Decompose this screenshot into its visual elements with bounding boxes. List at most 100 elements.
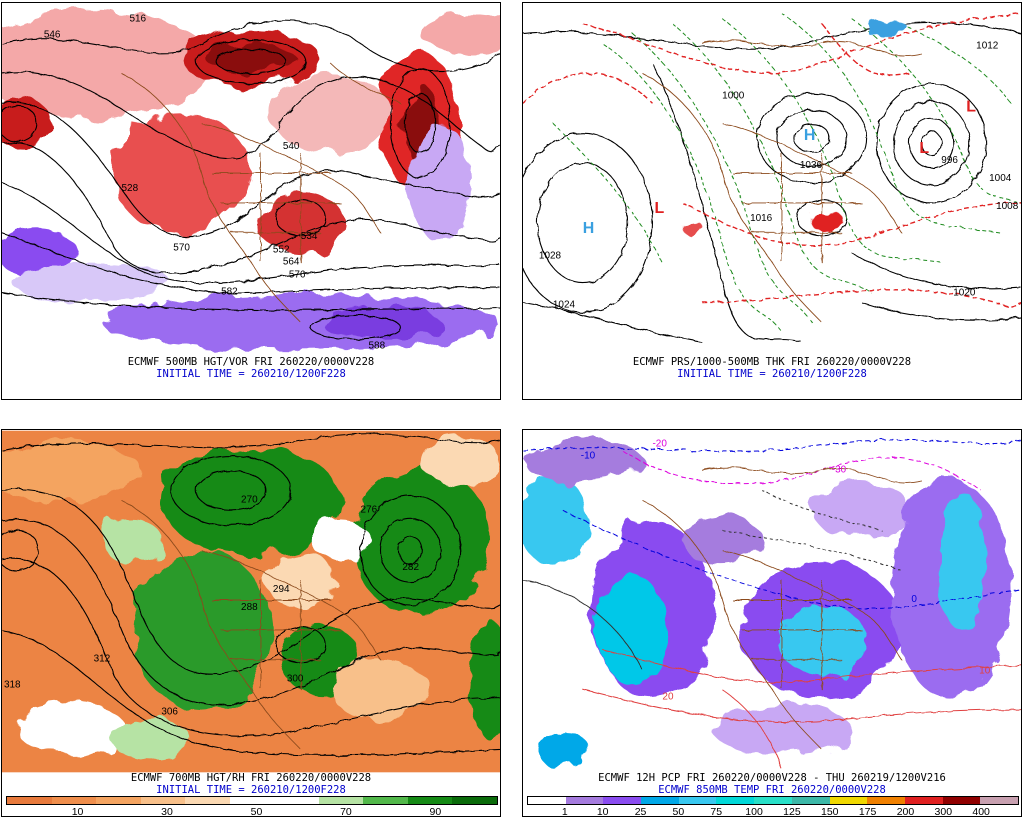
legend-swatch — [51, 797, 97, 804]
contour-label: -20 — [652, 439, 667, 450]
legend-tick-label: 75 — [710, 806, 723, 817]
contour-label: 318 — [4, 680, 21, 691]
storm-shading — [682, 20, 909, 236]
contour-label: 588 — [369, 340, 386, 351]
legend-swatch — [603, 797, 642, 804]
contour-label: 516 — [129, 14, 146, 25]
map-precip-850temp: -10 -20 10 0 -30 20 — [523, 430, 1021, 773]
height-contours — [2, 433, 500, 756]
legend-tick-label: 90 — [429, 806, 442, 817]
legend-swatch — [829, 797, 868, 804]
legend-swatch — [528, 797, 566, 804]
legend-tick-label: 50 — [672, 806, 685, 817]
contour-label: 576 — [289, 270, 306, 281]
low-pressure-center: L — [919, 140, 929, 157]
contour-label: 300 — [287, 674, 304, 685]
legend-swatch — [867, 797, 905, 804]
legend-swatch — [185, 797, 230, 804]
legend-tick-label: 30 — [161, 806, 173, 817]
panel-title: ECMWF 700MB HGT/RH FRI 260220/0000V228 — [130, 772, 372, 784]
legend-tick-label: 70 — [340, 806, 352, 817]
contour-label: 306 — [161, 707, 178, 718]
geography-lines — [642, 467, 922, 750]
legend-tick-label: 300 — [934, 806, 953, 817]
contour-label: 1012 — [976, 41, 999, 52]
contour-label: 1036 — [800, 160, 823, 171]
panel-initial-time: INITIAL TIME = 260210/1200F228 — [156, 368, 346, 380]
pressure-center-group: H H L L L — [583, 98, 976, 237]
legend-tick-label: 150 — [821, 806, 839, 817]
legend-swatch — [641, 797, 679, 804]
panel-pressure-thickness: H H L L L 1012 1028 1020 1036 1004 1016 … — [522, 2, 1022, 400]
contour-label: 1000 — [722, 90, 745, 101]
contour-label: 582 — [221, 287, 238, 298]
panel-precip-850temp: -10 -20 10 0 -30 20 ECMWF 12H PCP FRI 26… — [522, 429, 1022, 817]
contour-label: 1016 — [750, 213, 773, 224]
contour-label: 570 — [173, 243, 190, 254]
legend-tick-label: 400 — [972, 806, 990, 817]
humidity-legend-ticks: 10 30 50 70 90 — [6, 805, 498, 817]
geography-lines — [642, 40, 922, 323]
precip-colorbar — [527, 796, 1019, 805]
isobars — [523, 22, 1021, 343]
map-500mb-vorticity: 546 516 540 528 570 582 576 564 588 534 … — [2, 3, 500, 357]
low-pressure-center: L — [654, 200, 664, 217]
contour-label: 282 — [402, 562, 419, 573]
legend-swatch — [904, 797, 943, 804]
height-contours — [2, 20, 500, 340]
humidity-colorbar — [6, 796, 498, 805]
contour-label: 276 — [361, 504, 378, 515]
humidity-legend: 10 30 50 70 90 — [6, 796, 498, 817]
high-pressure-center: H — [583, 220, 595, 237]
panel-subtitle: ECMWF 850MB TEMP FRI 260220/0000V228 — [658, 784, 886, 796]
low-pressure-center: L — [966, 98, 976, 115]
legend-swatch — [565, 797, 604, 804]
legend-swatch — [363, 797, 408, 804]
thickness-cold-lines — [552, 13, 1021, 333]
legend-swatch — [980, 797, 1018, 804]
legend-tick-label: 100 — [745, 806, 763, 817]
contour-label: 534 — [301, 231, 318, 242]
contour-label: 546 — [44, 30, 61, 41]
legend-swatch — [791, 797, 830, 804]
contour-label: 1004 — [989, 173, 1012, 184]
contour-label: 294 — [273, 584, 290, 595]
legend-swatch — [318, 797, 364, 804]
legend-tick-label: 50 — [250, 806, 263, 817]
legend-tick-label: 25 — [634, 806, 647, 817]
contour-label: 540 — [283, 141, 300, 152]
contour-label: 1020 — [953, 288, 976, 299]
legend-tick-label: 200 — [896, 806, 915, 817]
legend-swatch — [140, 797, 186, 804]
legend-swatch — [754, 797, 792, 804]
contour-label: 20 — [662, 692, 674, 703]
contour-label-group: 1012 1028 1020 1036 1004 1016 1008 996 1… — [539, 41, 1019, 311]
contour-label: 0 — [911, 594, 917, 605]
contour-label: 270 — [241, 494, 258, 505]
panel-initial-time: INITIAL TIME = 260210/1200F228 — [156, 784, 346, 796]
legend-swatch — [274, 797, 319, 804]
contour-label: 1028 — [539, 251, 562, 262]
legend-swatch — [96, 797, 141, 804]
contour-label: 312 — [94, 654, 111, 665]
legend-tick-label: 125 — [783, 806, 801, 817]
contour-label: 552 — [273, 245, 290, 256]
legend-swatch — [716, 797, 755, 804]
panel-initial-time: INITIAL TIME = 260210/1200F228 — [677, 368, 867, 380]
panel-title: ECMWF PRS/1000-500MB THK FRI 260220/0000… — [632, 356, 912, 368]
precip-legend-ticks: 1 10 25 50 75 100 125 150 175 200 300 400 — [527, 805, 1019, 817]
legend-tick-label: 175 — [858, 806, 877, 817]
geography-lines — [121, 500, 381, 750]
precip-legend: 1 10 25 50 75 100 125 150 175 200 300 400 — [527, 796, 1019, 817]
legend-swatch — [229, 797, 275, 804]
contour-label: 1008 — [996, 201, 1019, 212]
contour-label-group: -10 -20 10 0 -30 20 — [581, 439, 991, 703]
panel-title: ECMWF 500MB HGT/VOR FRI 260220/0000V228 — [127, 356, 375, 368]
panel-500mb-vorticity: 546 516 540 528 570 582 576 564 588 534 … — [1, 2, 501, 400]
contour-label: 564 — [283, 257, 300, 268]
contour-label: 1024 — [553, 299, 576, 310]
legend-swatch — [452, 797, 498, 804]
contour-label: 10 — [979, 666, 991, 677]
thickness-warm-lines — [523, 12, 1021, 308]
high-pressure-center: H — [804, 127, 815, 144]
